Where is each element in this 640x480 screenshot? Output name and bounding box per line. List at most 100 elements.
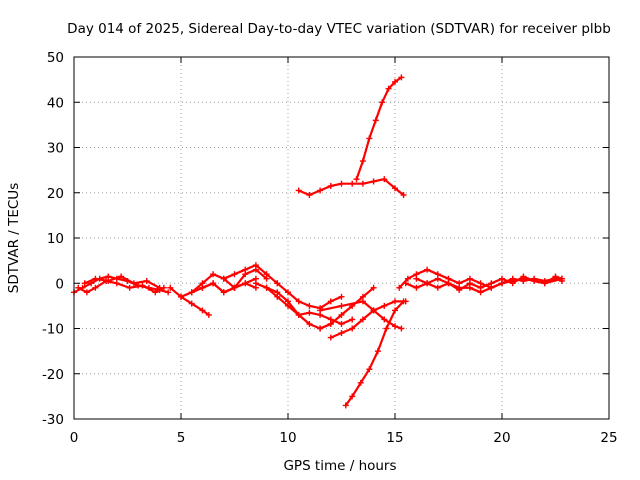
data-point bbox=[143, 277, 150, 284]
data-point bbox=[263, 284, 270, 291]
series-track-g bbox=[201, 282, 257, 294]
data-point bbox=[178, 293, 184, 300]
data-point bbox=[220, 289, 227, 296]
data-point bbox=[338, 293, 345, 300]
data-point bbox=[75, 284, 82, 291]
data-point bbox=[263, 271, 270, 278]
data-point bbox=[252, 262, 259, 269]
data-point bbox=[152, 289, 159, 296]
series-track-o bbox=[344, 300, 405, 407]
data-point bbox=[424, 280, 431, 287]
data-point bbox=[424, 266, 431, 273]
data-point bbox=[285, 302, 291, 309]
x-tick-label: 20 bbox=[493, 430, 510, 446]
data-point bbox=[317, 325, 324, 332]
data-point bbox=[306, 309, 313, 316]
y-tick-label: -30 bbox=[42, 412, 64, 428]
data-point bbox=[338, 330, 345, 337]
data-point bbox=[342, 402, 349, 409]
data-point bbox=[81, 280, 88, 287]
data-point bbox=[413, 284, 420, 291]
data-point bbox=[306, 302, 313, 309]
data-point bbox=[499, 280, 505, 287]
data-point bbox=[210, 271, 217, 278]
series-track-r bbox=[415, 277, 564, 294]
data-point bbox=[231, 271, 238, 278]
data-point bbox=[317, 307, 324, 314]
y-tick-label: 30 bbox=[47, 141, 64, 157]
grid bbox=[74, 57, 609, 419]
data-point bbox=[295, 187, 302, 194]
series-track-e bbox=[179, 295, 210, 316]
data-point bbox=[83, 289, 90, 296]
y-axis-label: SDTVAR / TECUs bbox=[6, 183, 22, 293]
data-point bbox=[392, 307, 398, 314]
data-point bbox=[520, 275, 527, 282]
data-point bbox=[400, 298, 407, 305]
series-track-h bbox=[222, 264, 279, 285]
data-point bbox=[383, 325, 390, 332]
data-point bbox=[274, 280, 281, 287]
data-point bbox=[231, 284, 238, 291]
series-track-s bbox=[297, 178, 405, 197]
data-point bbox=[374, 348, 381, 355]
data-point bbox=[126, 284, 133, 291]
data-point bbox=[252, 280, 259, 287]
data-point bbox=[139, 282, 146, 289]
data-point bbox=[274, 293, 281, 300]
data-point bbox=[188, 300, 195, 307]
data-point bbox=[306, 320, 313, 327]
data-point bbox=[205, 311, 212, 318]
data-point bbox=[285, 289, 291, 296]
data-point bbox=[541, 280, 548, 287]
chart-title: Day 014 of 2025, Sidereal Day-to-day VTE… bbox=[67, 21, 611, 37]
data-point bbox=[357, 379, 364, 386]
data-point bbox=[188, 289, 195, 296]
data-point bbox=[404, 275, 411, 282]
series-track-t bbox=[355, 76, 403, 181]
data-point bbox=[402, 280, 409, 287]
data-point bbox=[317, 187, 324, 194]
data-point bbox=[392, 78, 398, 85]
data-point bbox=[353, 176, 360, 183]
data-point bbox=[359, 158, 366, 165]
data-point bbox=[113, 280, 120, 287]
x-tick-label: 10 bbox=[279, 430, 296, 446]
data-point bbox=[477, 289, 484, 296]
data-point bbox=[156, 284, 163, 291]
x-tick-label: 25 bbox=[600, 430, 617, 446]
y-tick-label: 40 bbox=[47, 95, 64, 111]
data-point bbox=[392, 323, 398, 330]
data-point bbox=[434, 275, 441, 282]
y-tick-label: 20 bbox=[47, 186, 64, 202]
data-point bbox=[92, 284, 99, 291]
plot-frame bbox=[73, 56, 610, 420]
data-point bbox=[392, 185, 398, 192]
x-axis-label: GPS time / hours bbox=[283, 458, 396, 474]
y-tick-label: 10 bbox=[47, 231, 64, 247]
data-point bbox=[220, 275, 227, 282]
data-point bbox=[398, 325, 405, 332]
data-point bbox=[466, 284, 473, 291]
data-point bbox=[413, 275, 420, 282]
data-point bbox=[349, 180, 356, 187]
series-track-n bbox=[329, 300, 407, 339]
data-point bbox=[338, 180, 345, 187]
data-point bbox=[434, 284, 441, 291]
x-tick-label: 0 bbox=[70, 430, 79, 446]
data-point bbox=[366, 366, 373, 373]
data-point bbox=[105, 277, 112, 284]
data-point bbox=[118, 273, 125, 280]
data-point bbox=[359, 298, 366, 305]
x-tick-label: 15 bbox=[386, 430, 403, 446]
data-point bbox=[92, 275, 99, 282]
y-tick-label: -20 bbox=[42, 367, 64, 383]
data-point bbox=[199, 307, 206, 314]
data-point bbox=[398, 74, 405, 81]
data-point bbox=[349, 393, 356, 400]
data-point bbox=[306, 192, 313, 199]
data-point bbox=[359, 316, 366, 323]
data-point bbox=[381, 176, 388, 183]
data-point bbox=[381, 316, 388, 323]
data-series bbox=[71, 74, 565, 409]
